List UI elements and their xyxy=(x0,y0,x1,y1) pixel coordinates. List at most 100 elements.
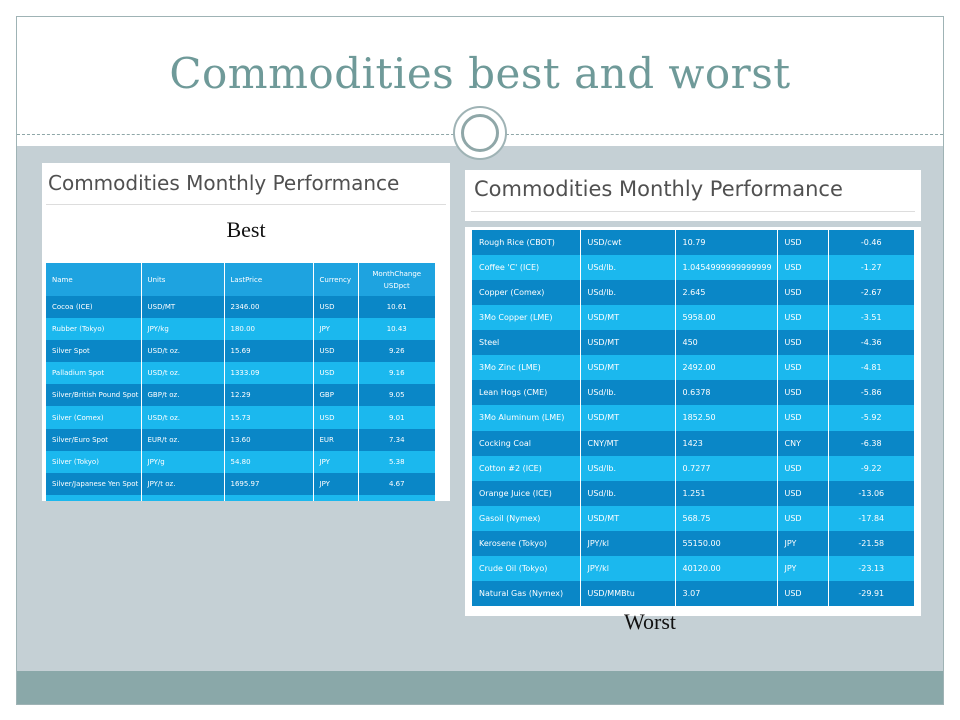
cell-units: JPY/t oz. xyxy=(141,472,225,495)
cell-change: -6.38 xyxy=(828,430,914,456)
circle-ornament xyxy=(453,106,507,160)
table-row: Palladium Spot USD/t oz. 1333.09 USD 9.16 xyxy=(46,362,435,385)
col-header-currency: Currency xyxy=(313,263,359,296)
best-table: Name Units LastPrice Currency MonthChang… xyxy=(46,263,435,501)
table-row: Silver Spot USD/t oz. 15.69 USD 9.26 xyxy=(46,340,435,363)
cell-change: 7.34 xyxy=(358,428,435,451)
cell-name: Cocking Coal xyxy=(472,430,581,456)
cell-change: -4.81 xyxy=(828,355,914,381)
col-header-lastprice: LastPrice xyxy=(224,263,314,296)
table-row: Copper (Comex) USd/lb. 2.645 USD -2.67 xyxy=(472,280,914,306)
cell-currency: CNY xyxy=(777,430,829,456)
cell-units: JPY/kg xyxy=(141,318,225,341)
cell-currency: JPY xyxy=(313,472,359,495)
cell-units: USD/cwt xyxy=(580,230,676,256)
cell-change: 10.43 xyxy=(358,318,435,341)
table-row: Natural Gas (Nymex) USD/MMBtu 3.07 USD -29.9… xyxy=(472,580,914,606)
cell-currency: USD xyxy=(777,355,829,381)
table-row: Silver (Comex) USD/t oz. 15.73 USD 9.01 xyxy=(46,406,435,429)
cell-name: Steel xyxy=(472,330,581,356)
cell-units: USd/lb. xyxy=(580,255,676,281)
worst-panel: Rough Rice (CBOT) USD/cwt 10.79 USD -0.46 Cof… xyxy=(465,227,921,616)
worst-panel-header: Commodities Monthly Performance xyxy=(465,170,921,221)
table-row: Cocoa (ICE) USD/MT 2346.00 USD 10.61 xyxy=(46,296,435,319)
cell-change: 5.38 xyxy=(358,450,435,473)
cell-currency: USD xyxy=(313,406,359,429)
cell-currency: USD xyxy=(313,296,359,319)
table-row: Lean Hogs (CME) USd/lb. 0.6378 USD -5.86 xyxy=(472,380,914,406)
filler-cell xyxy=(141,494,225,501)
table-row: Gasoil (Nymex) USD/MT 568.75 USD -17.84 xyxy=(472,505,914,531)
cell-change: -29.91 xyxy=(828,580,914,606)
cell-units: USD/MT xyxy=(580,330,676,356)
cell-price: 40120.00 xyxy=(675,555,778,581)
cell-change: 10.61 xyxy=(358,296,435,319)
cell-currency: JPY xyxy=(313,318,359,341)
cell-name: Lean Hogs (CME) xyxy=(472,380,581,406)
worst-table: Rough Rice (CBOT) USD/cwt 10.79 USD -0.46 Cof… xyxy=(472,230,914,606)
table-filler-row xyxy=(46,494,435,501)
cell-price: 15.69 xyxy=(224,340,314,363)
cell-name: Gasoil (Nymex) xyxy=(472,505,581,531)
table-row: Rough Rice (CBOT) USD/cwt 10.79 USD -0.46 xyxy=(472,230,914,256)
cell-price: 1423 xyxy=(675,430,778,456)
cell-name: Cocoa (ICE) xyxy=(46,296,142,319)
table-row: Silver/British Pound Spot GBP/t oz. 12.29 G… xyxy=(46,384,435,407)
cell-units: USd/lb. xyxy=(580,480,676,506)
best-heading-rule xyxy=(46,204,446,205)
cell-price: 450 xyxy=(675,330,778,356)
table-row: 3Mo Zinc (LME) USD/MT 2492.00 USD -4.81 xyxy=(472,355,914,381)
cell-price: 3.07 xyxy=(675,580,778,606)
cell-units: EUR/t oz. xyxy=(141,428,225,451)
table-row: Kerosene (Tokyo) JPY/kl 55150.00 JPY -21.58 xyxy=(472,530,914,556)
cell-change: -5.86 xyxy=(828,380,914,406)
table-row: Silver/Euro Spot EUR/t oz. 13.60 EUR 7.34 xyxy=(46,428,435,451)
cell-name: Silver/Euro Spot xyxy=(46,428,142,451)
cell-price: 0.6378 xyxy=(675,380,778,406)
circle-ornament-inner xyxy=(461,114,499,152)
cell-price: 2.645 xyxy=(675,280,778,306)
cell-name: Orange Juice (ICE) xyxy=(472,480,581,506)
cell-currency: USD xyxy=(777,230,829,256)
cell-name: Silver/British Pound Spot xyxy=(46,384,142,407)
table-row: Silver (Tokyo) JPY/g 54.80 JPY 5.38 xyxy=(46,450,435,473)
worst-heading-rule xyxy=(471,211,915,212)
cell-change: -21.58 xyxy=(828,530,914,556)
cell-currency: USD xyxy=(777,580,829,606)
cell-units: USD/MT xyxy=(580,405,676,431)
cell-change: 9.26 xyxy=(358,340,435,363)
table-row: Coffee 'C' (ICE) USd/lb. 1.045499999999999… xyxy=(472,255,914,281)
cell-currency: USD xyxy=(777,505,829,531)
cell-name: Silver (Tokyo) xyxy=(46,450,142,473)
table-row: Silver/Japanese Yen Spot JPY/t oz. 1695.97… xyxy=(46,472,435,495)
cell-change: 9.01 xyxy=(358,406,435,429)
worst-label: Worst xyxy=(623,609,676,634)
cell-price: 5958.00 xyxy=(675,305,778,331)
cell-name: Silver Spot xyxy=(46,340,142,363)
cell-currency: USD xyxy=(777,330,829,356)
cell-units: USd/lb. xyxy=(580,380,676,406)
cell-price: 1.0454999999999999 xyxy=(675,255,778,281)
footer-bar xyxy=(17,671,943,704)
cell-price: 54.80 xyxy=(224,450,314,473)
cell-change: 9.05 xyxy=(358,384,435,407)
cell-units: JPY/g xyxy=(141,450,225,473)
cell-change: -13.06 xyxy=(828,480,914,506)
cell-price: 180.00 xyxy=(224,318,314,341)
cell-units: USD/t oz. xyxy=(141,340,225,363)
cell-change: -5.92 xyxy=(828,405,914,431)
cell-name: Coffee 'C' (ICE) xyxy=(472,255,581,281)
cell-name: Natural Gas (Nymex) xyxy=(472,580,581,606)
cell-currency: USD xyxy=(313,362,359,385)
cell-name: Cotton #2 (ICE) xyxy=(472,455,581,481)
cell-units: USD/MT xyxy=(580,505,676,531)
cell-price: 10.79 xyxy=(675,230,778,256)
cell-units: USD/t oz. xyxy=(141,406,225,429)
cell-currency: USD xyxy=(777,280,829,306)
cell-units: USD/MT xyxy=(580,355,676,381)
cell-name: Kerosene (Tokyo) xyxy=(472,530,581,556)
table-row: Steel USD/MT 450 USD -4.36 xyxy=(472,330,914,356)
cell-units: JPY/kl xyxy=(580,555,676,581)
table-row: Orange Juice (ICE) USd/lb. 1.251 USD -13.06 xyxy=(472,480,914,506)
slide-title: Commodities best and worst xyxy=(169,49,791,98)
